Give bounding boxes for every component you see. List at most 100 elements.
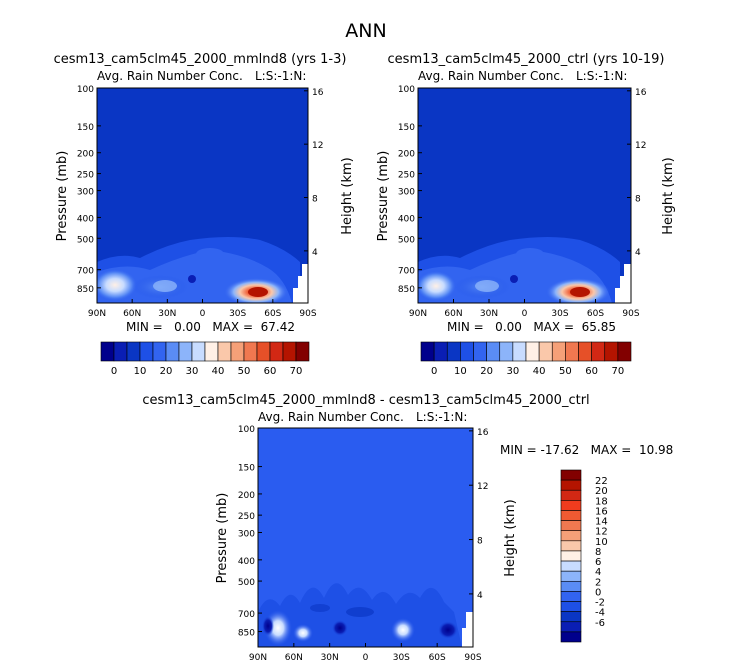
colorbar-swatch [126,341,141,362]
colorbar-label: 14 [595,517,608,528]
colorbar-swatch [243,341,258,362]
x-tick-label: 0 [363,653,369,663]
y-tick-label: 850 [238,629,255,639]
colorbar-swatch [591,341,606,362]
x-tick-label: 30N [480,309,498,319]
panel-2-subtitle-right: L:S:-1:N: [576,69,627,83]
panel-2-ylabel-right: Height (km) [661,157,676,234]
colorbar-label: 70 [612,366,625,377]
y-tick-label: 300 [398,188,415,198]
colorbar-label: -4 [595,608,605,619]
colorbar-swatch [512,341,527,362]
colorbar-label: 60 [585,366,598,377]
x-tick-label: 30N [321,653,339,663]
y-tick-label: 850 [77,285,94,295]
colorbar-label: 12 [595,527,608,538]
colorbar-swatch [269,341,284,362]
colorbar-label: 50 [559,366,572,377]
colorbar-swatch [560,570,582,582]
colorbar-label: 0 [431,366,437,377]
colorbar-swatch [551,341,566,362]
x-tick-label: 90S [622,309,639,319]
colorbar-label: 20 [480,366,493,377]
y-tick-label: 100 [238,425,255,435]
colorbar-swatch [560,611,582,623]
colorbar-swatch [178,341,193,362]
colorbar-swatch [560,510,582,521]
panel-3-title: cesm13_cam5clm45_2000_mmlnd8 - cesm13_ca… [142,393,589,408]
y-tick-label: 200 [77,150,94,160]
colorbar-label: 0 [595,587,601,598]
colorbar-swatch [560,621,582,633]
colorbar-label: 30 [186,366,199,377]
colorbar-label: 6 [595,557,601,568]
colorbar-label: 20 [595,486,608,497]
x-tick-label: 60N [444,309,462,319]
panel-3-field [258,428,473,647]
panel-1-title: cesm13_cam5clm45_2000_mmlnd8 (yrs 1-3) [54,52,347,67]
y-right-tick-label: 4 [635,248,641,258]
colorbar-swatch [617,341,632,362]
colorbar-swatch [165,341,180,362]
colorbar-label: 10 [454,366,467,377]
panel-2: cesm13_cam5clm45_2000_ctrl (yrs 10-19) A… [376,52,676,377]
x-tick-label: 90S [464,653,481,663]
colorbar-swatch [420,341,435,362]
colorbar-swatch [295,341,310,362]
colorbar-swatch [560,631,582,643]
colorbar-swatch [282,341,297,362]
panel-1-subtitle: Avg. Rain Number Conc. [97,69,243,83]
y-tick-label: 700 [77,267,94,277]
panel-1-ylabel-right: Height (km) [340,157,355,234]
x-tick-label: 90N [88,309,106,319]
colorbar-swatch [113,341,128,362]
colorbar-swatch [230,341,245,362]
colorbar-swatch [560,520,582,532]
colorbar-label: 20 [160,366,173,377]
y-right-tick-label: 12 [312,141,323,151]
x-tick-label: 60N [285,653,303,663]
colorbar-label: 22 [595,476,608,487]
x-tick-label: 60S [429,653,446,663]
colorbar-swatch [499,341,514,362]
colorbar-swatch [217,341,232,362]
y-tick-label: 850 [398,285,415,295]
y-tick-label: 150 [398,123,415,133]
colorbar-swatch [560,580,582,592]
x-tick-label: 30S [551,309,568,319]
panel-2-field [418,88,631,303]
x-tick-label: 90N [409,309,427,319]
colorbar-swatch [604,341,619,362]
colorbar-swatch [525,341,540,362]
colorbar-label: 40 [212,366,225,377]
panel-3-axes: 90N 60N 30N 0 30S 60S 90S 100 150 200 250 300 400 500… [238,425,489,663]
colorbar-swatch [538,341,553,362]
panel-1-colorbar: 0 10 20 30 40 50 60 70 [100,341,310,377]
colorbar-label: 30 [507,366,520,377]
colorbar-label: 8 [595,547,601,558]
colorbar-swatch [460,341,474,362]
colorbar-label: 60 [264,366,277,377]
colorbar-swatch [560,540,582,552]
colorbar-swatch [560,550,582,562]
x-tick-label: 90S [299,309,316,319]
y-right-tick-label: 12 [635,141,646,151]
colorbar-swatch [560,601,582,612]
x-tick-label: 90N [249,653,267,663]
colorbar-label: 70 [290,366,303,377]
y-tick-label: 500 [398,235,415,245]
y-tick-label: 500 [238,578,255,588]
panel-2-title: cesm13_cam5clm45_2000_ctrl (yrs 10-19) [388,52,665,67]
x-tick-label: 60S [587,309,604,319]
y-tick-label: 200 [238,491,255,501]
y-tick-label: 400 [238,557,255,567]
colorbar-swatch [100,341,115,362]
colorbar-swatch [433,341,448,362]
panel-1-field [97,88,308,303]
y-right-tick-label: 16 [635,88,647,98]
y-tick-label: 150 [238,464,255,474]
y-tick-label: 400 [398,214,415,224]
colorbar-label: 10 [595,537,608,548]
colorbar-swatch [560,479,582,491]
